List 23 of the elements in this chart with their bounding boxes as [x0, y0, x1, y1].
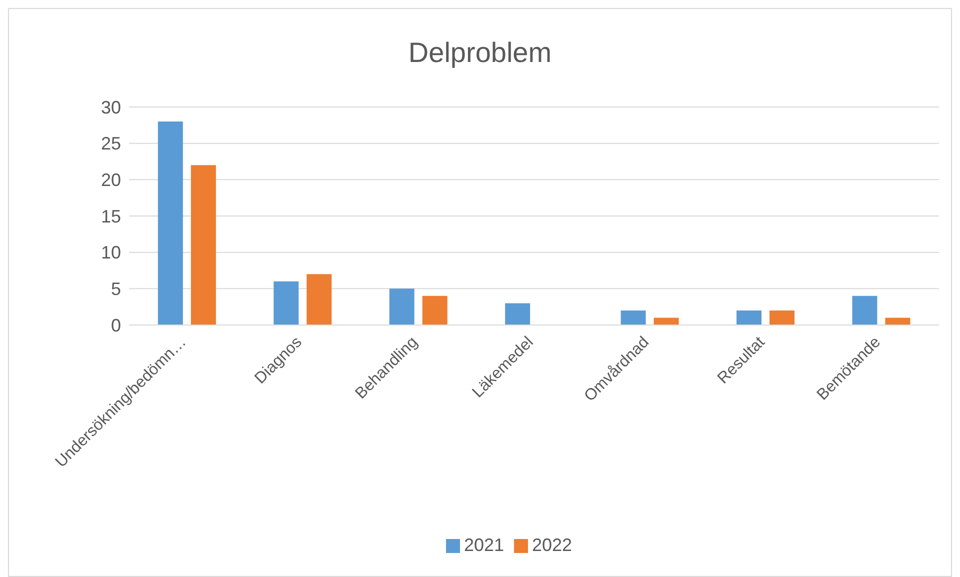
bar: [422, 296, 448, 325]
y-tick-label: 30: [100, 97, 121, 118]
bar: [654, 318, 679, 325]
bar: [852, 296, 878, 325]
bar: [736, 310, 762, 325]
y-tick-label: 0: [110, 315, 121, 336]
bar: [770, 310, 794, 325]
bar: [306, 274, 332, 325]
bar: [389, 288, 414, 325]
bar: [505, 303, 530, 325]
y-tick-label: 20: [100, 170, 121, 190]
bar: [274, 281, 299, 325]
y-tick-label: 15: [100, 206, 121, 226]
chart-title: Delproblem: [407, 37, 553, 69]
y-tick-label: 10: [100, 242, 121, 263]
bar: [885, 318, 910, 325]
bar: [620, 310, 646, 325]
legend-label: 2021: [464, 535, 504, 555]
bar: [190, 165, 216, 325]
y-tick-label: 25: [100, 134, 121, 154]
y-tick-label: 5: [110, 279, 121, 300]
bar: [158, 122, 183, 325]
legend-label: 2022: [532, 535, 572, 555]
